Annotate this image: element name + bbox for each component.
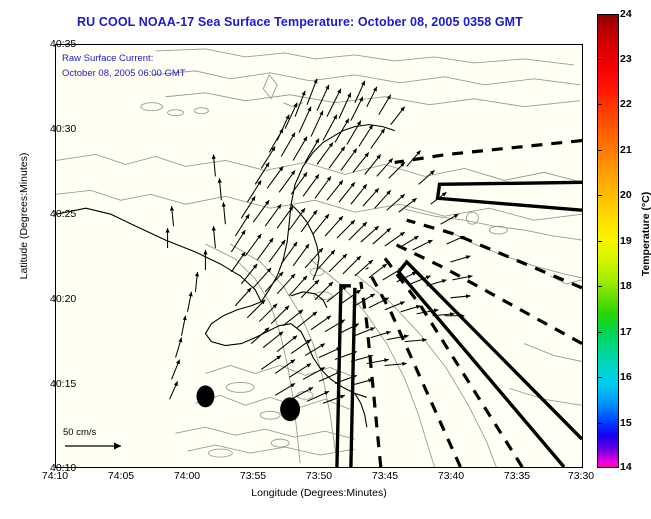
y-axis-label: Latitude (Degrees:Minutes) (18, 152, 30, 280)
colorbar-tick-14: 14 (620, 461, 632, 473)
colorbar-tick-18: 18 (620, 280, 632, 292)
colorbar-tick-16: 16 (620, 371, 632, 383)
colorbar-tick-23: 23 (620, 53, 632, 65)
xtick-5: 73:45 (371, 470, 399, 482)
colorbar-tick-22: 22 (620, 98, 632, 110)
colorbar-tick-24: 24 (620, 8, 632, 20)
scale-legend-label: 50 cm/s (63, 427, 97, 438)
xtick-8: 73:30 (567, 470, 595, 482)
xtick-6: 73:40 (437, 470, 465, 482)
xtick-3: 73:55 (239, 470, 267, 482)
xtick-2: 74:00 (173, 470, 201, 482)
coastline (56, 124, 395, 428)
station-marker (280, 397, 301, 422)
colorbar-tick-20: 20 (620, 189, 632, 201)
station-markers (196, 385, 301, 422)
map-graphics (56, 48, 582, 467)
colorbar-label: Temperature (°C) (640, 191, 651, 277)
scale-legend-arrow (65, 442, 122, 450)
x-axis-label: Longitude (Degrees:Minutes) (251, 487, 387, 499)
ytick-4: 40:15 (50, 378, 77, 390)
map-plot-area: Raw Surface Current: October 08, 2005 06… (55, 44, 583, 468)
ytick-1: 40:30 (50, 123, 77, 135)
ytick-0: 40:35 (50, 38, 77, 50)
colorbar-tick-19: 19 (620, 235, 632, 247)
xtick-0: 74:10 (41, 470, 69, 482)
ytick-3: 40:20 (50, 293, 77, 305)
ytick-5: 40:10 (50, 462, 77, 474)
ytick-2: 40:25 (50, 208, 77, 220)
shipping-lanes-solid (335, 180, 582, 467)
shipping-lanes-dashed (359, 138, 582, 467)
xtick-1: 74:05 (107, 470, 135, 482)
colorbar-tick-15: 15 (620, 417, 632, 429)
colorbar-tick-17: 17 (620, 326, 632, 338)
colorbar-tick-21: 21 (620, 144, 632, 156)
station-marker (196, 385, 215, 408)
annotation-line-1: Raw Surface Current: (62, 53, 154, 64)
figure-title: RU COOL NOAA-17 Sea Surface Temperature:… (77, 15, 523, 29)
surface-current-vectors (165, 78, 473, 404)
xtick-7: 73:35 (503, 470, 531, 482)
xtick-4: 73:50 (305, 470, 333, 482)
annotation-line-2: October 08, 2005 06:00 GMT (62, 68, 186, 79)
scale-legend: 50 cm/s (63, 427, 133, 459)
